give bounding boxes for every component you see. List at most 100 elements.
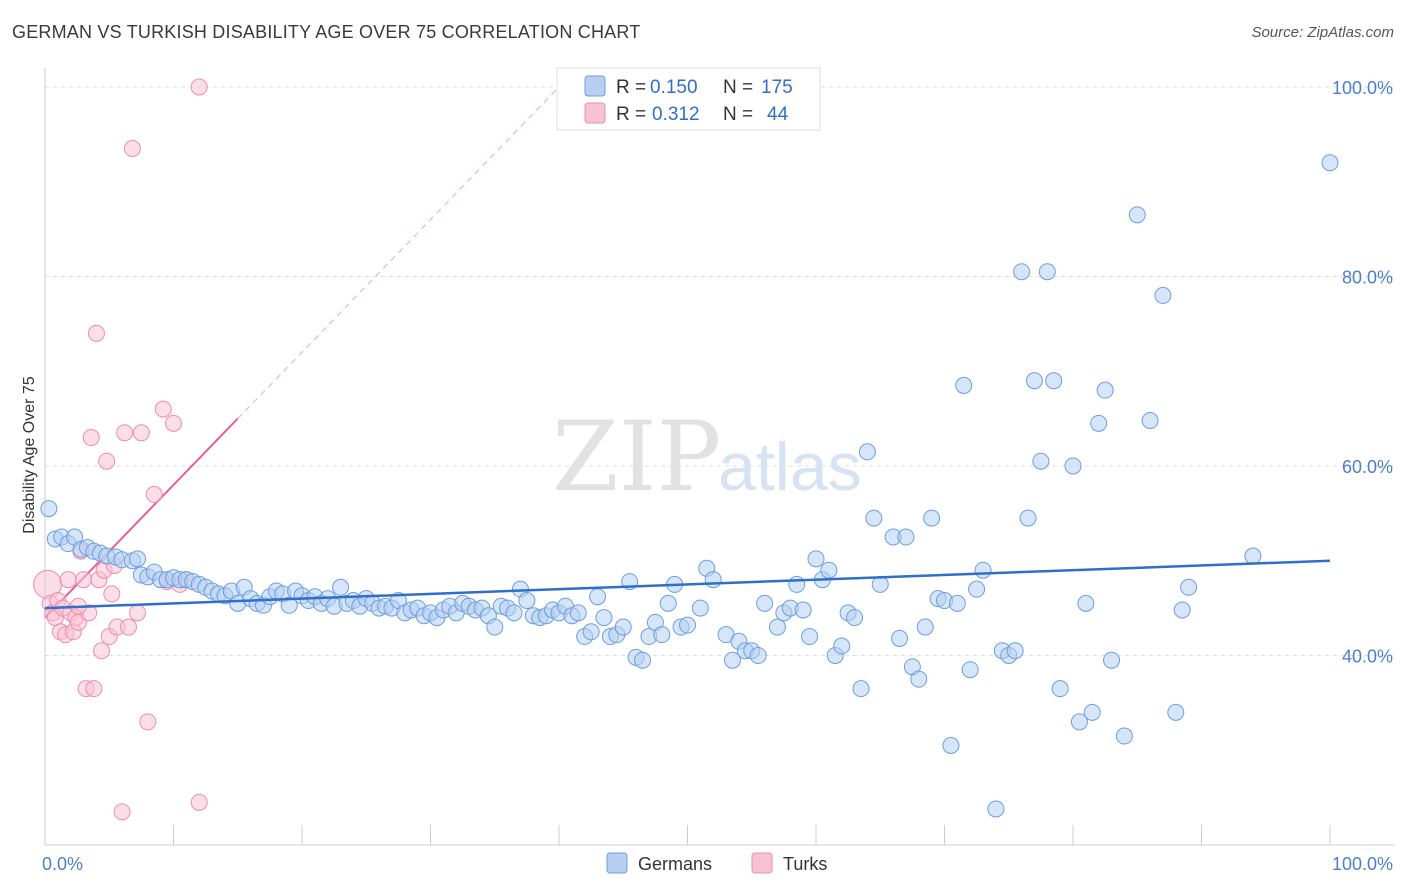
german-point-138	[955, 376, 973, 394]
axes	[44, 68, 1395, 846]
german-point-141	[974, 561, 992, 579]
legend-german-n-value: 175	[761, 77, 793, 98]
german-point-148	[1025, 372, 1043, 390]
germans-trend-line	[44, 559, 1331, 610]
turk-point-30	[120, 618, 138, 636]
german-point-157	[1090, 414, 1108, 432]
german-point-118	[820, 561, 838, 579]
germans-points	[40, 154, 1339, 818]
german-point-96	[659, 594, 677, 612]
x-tick-label-1: 100.0%	[1332, 854, 1393, 874]
german-point-155	[1077, 594, 1095, 612]
german-point-131	[910, 670, 928, 688]
x-tick-label-0: 0.0%	[42, 854, 83, 874]
turk-point-35	[145, 485, 163, 503]
german-point-167	[1244, 547, 1262, 565]
german-point-166	[1180, 578, 1198, 596]
bottom-legend-turk-swatch	[751, 852, 773, 874]
bottom-legend: Germans Turks	[606, 852, 827, 874]
german-point-45	[332, 578, 350, 596]
turk-point-32	[129, 604, 147, 622]
turks-points	[33, 78, 208, 821]
legend-german-r-value: 0.150	[650, 77, 698, 98]
legend-turk-r-value: 0.312	[652, 104, 700, 125]
german-point-158	[1096, 381, 1114, 399]
german-point-132	[916, 618, 934, 636]
german-point-95	[653, 626, 671, 644]
turk-point-37	[165, 414, 182, 432]
german-point-150	[1038, 263, 1056, 281]
bottom-legend-german-swatch	[606, 852, 628, 874]
legend-turk-n-value: 44	[767, 104, 789, 125]
watermark-zip: ZIP	[552, 401, 721, 513]
turk-point-23	[98, 452, 116, 470]
german-point-156	[1083, 703, 1101, 721]
german-point-133	[923, 509, 941, 527]
legend-turk-swatch	[584, 102, 606, 124]
german-point-154	[1070, 713, 1088, 731]
german-point-162	[1141, 411, 1159, 429]
turk-point-36	[154, 400, 172, 418]
german-point-161	[1128, 206, 1146, 224]
german-point-151	[1045, 372, 1063, 390]
german-point-147	[1019, 509, 1037, 527]
y-tick-label-2: 80.0%	[1342, 267, 1393, 287]
german-point-72	[505, 604, 523, 622]
german-point-89	[614, 618, 632, 636]
german-point-125	[865, 509, 883, 527]
german-point-110	[768, 618, 786, 636]
german-point-69	[486, 618, 504, 636]
german-point-115	[801, 628, 819, 646]
turk-point-33	[132, 424, 150, 442]
german-point-146	[1013, 263, 1031, 281]
legend-german-n-label: N =	[723, 77, 753, 98]
turk-point-31	[123, 140, 141, 158]
y-tick-label-0: 40.0%	[1342, 646, 1393, 666]
german-point-120	[833, 637, 851, 655]
y-axis-label: Disability Age Over 75	[21, 376, 38, 534]
german-point-99	[679, 616, 696, 634]
turk-point-34	[139, 713, 157, 731]
turk-point-14	[75, 571, 93, 589]
german-point-85	[589, 588, 607, 606]
german-point-37	[280, 596, 298, 614]
german-point-145	[1006, 642, 1024, 660]
bottom-legend-germans: Germans	[638, 854, 712, 874]
chart-title: GERMAN VS TURKISH DISABILITY AGE OVER 75…	[12, 22, 641, 42]
german-point-122	[846, 609, 864, 627]
german-point-116	[807, 550, 825, 568]
german-point-129	[897, 528, 915, 546]
legend-german-r-label: R =	[616, 77, 646, 98]
german-point-168	[1321, 154, 1339, 172]
y-tick-label-1: 60.0%	[1342, 457, 1393, 477]
turk-point-39	[190, 793, 208, 811]
german-point-124	[858, 443, 876, 461]
grid-lines	[45, 86, 1395, 656]
turk-point-8	[59, 571, 77, 589]
german-point-164	[1167, 703, 1185, 721]
german-point-113	[788, 575, 806, 593]
turk-trend-dashed	[237, 67, 578, 420]
german-point-128	[891, 629, 909, 647]
turk-point-29	[116, 424, 134, 442]
german-point-74	[518, 592, 536, 610]
x-tick-labels: 0.0% 100.0%	[42, 854, 1393, 874]
turk-point-18	[85, 680, 103, 698]
german-point-152	[1051, 680, 1069, 698]
bottom-legend-turks: Turks	[783, 854, 827, 874]
german-point-0	[40, 500, 58, 518]
german-point-137	[948, 594, 966, 612]
turk-point-28	[113, 803, 131, 821]
german-point-123	[852, 680, 870, 698]
german-point-84	[582, 623, 600, 641]
german-point-149	[1032, 452, 1050, 470]
german-point-165	[1173, 601, 1191, 619]
legend-german-swatch	[584, 75, 606, 97]
turk-point-17	[82, 429, 100, 447]
german-point-142	[987, 800, 1005, 818]
german-point-159	[1103, 651, 1121, 669]
german-point-140	[968, 580, 986, 598]
german-point-139	[961, 661, 979, 679]
german-trend	[44, 559, 1331, 610]
